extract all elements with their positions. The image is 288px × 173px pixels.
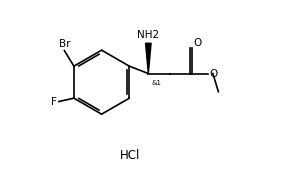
Text: O: O [209,69,217,79]
Polygon shape [145,43,151,74]
Text: F: F [51,97,57,107]
Text: &1: &1 [151,80,162,86]
Text: NH2: NH2 [137,30,159,40]
Text: O: O [194,38,202,48]
Text: Br: Br [59,39,70,49]
Text: HCl: HCl [120,149,140,162]
